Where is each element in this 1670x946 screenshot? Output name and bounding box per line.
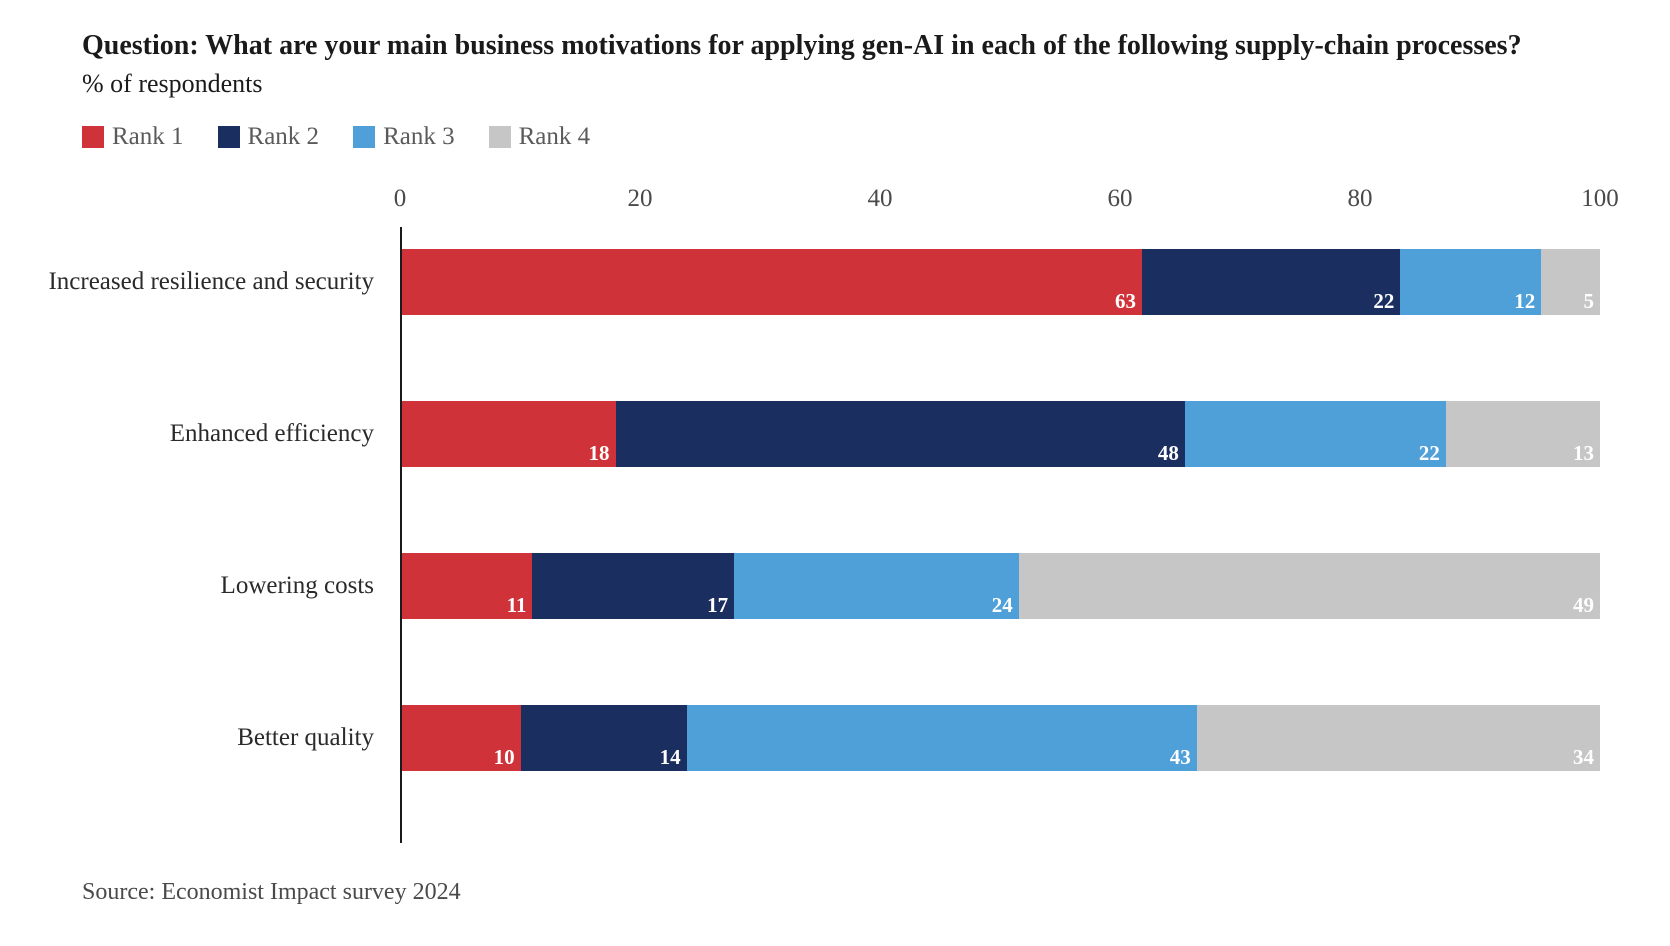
bar-segment: 24 <box>734 553 1019 619</box>
bar-row: 10 14 43 34 <box>402 705 1600 771</box>
legend-swatch <box>489 126 511 148</box>
x-axis: 020406080100 <box>400 185 1600 227</box>
bar-value-label: 22 <box>1419 443 1440 464</box>
category-label: Lowering costs <box>221 572 374 600</box>
chart-area: Increased resilience and securityEnhance… <box>82 185 1600 845</box>
bar-value-label: 13 <box>1573 443 1594 464</box>
bar-value-label: 18 <box>589 443 610 464</box>
x-tick: 80 <box>1348 185 1373 213</box>
bar-value-label: 63 <box>1115 291 1136 312</box>
bar-row: 63 22 12 5 <box>402 249 1600 315</box>
x-tick: 40 <box>868 185 893 213</box>
bar-value-label: 49 <box>1573 595 1594 616</box>
plot-body: 63 22 12 5 18 48 22 13 11 17 24 49 10 14 43 34 <box>400 227 1600 843</box>
x-tick: 100 <box>1581 185 1619 213</box>
legend-label: Rank 2 <box>248 123 320 151</box>
bar-value-label: 10 <box>494 747 515 768</box>
bar-segment: 12 <box>1400 249 1541 315</box>
legend-swatch <box>353 126 375 148</box>
bar-segment: 22 <box>1185 401 1446 467</box>
bar-value-label: 14 <box>660 747 681 768</box>
bar-value-label: 12 <box>1514 291 1535 312</box>
x-tick: 20 <box>628 185 653 213</box>
chart-subtitle: % of respondents <box>82 69 1600 99</box>
bar-row: 11 17 24 49 <box>402 553 1600 619</box>
bar-row: 18 48 22 13 <box>402 401 1600 467</box>
bar-segment: 49 <box>1019 553 1600 619</box>
legend-swatch <box>218 126 240 148</box>
bar-segment: 17 <box>532 553 734 619</box>
bar-segment: 34 <box>1197 705 1600 771</box>
plot: 020406080100 632212518482213111724491014… <box>400 185 1600 845</box>
bar-value-label: 48 <box>1158 443 1179 464</box>
y-axis-labels: Increased resilience and securityEnhance… <box>82 185 400 843</box>
bar-segment: 10 <box>402 705 521 771</box>
bar-value-label: 17 <box>707 595 728 616</box>
bar-segment: 5 <box>1541 249 1600 315</box>
x-tick: 0 <box>394 185 407 213</box>
bar-segment: 14 <box>521 705 687 771</box>
category-label: Increased resilience and security <box>48 268 374 296</box>
bar-value-label: 11 <box>507 595 527 616</box>
bar-segment: 11 <box>402 553 532 619</box>
legend-label: Rank 3 <box>383 123 455 151</box>
legend-item: Rank 4 <box>489 123 591 151</box>
source-note: Source: Economist Impact survey 2024 <box>82 879 1600 906</box>
bar-segment: 13 <box>1446 401 1600 467</box>
bar-segment: 43 <box>687 705 1197 771</box>
bar-value-label: 22 <box>1373 291 1394 312</box>
legend-item: Rank 2 <box>218 123 320 151</box>
category-label: Enhanced efficiency <box>170 420 374 448</box>
category-label: Better quality <box>237 724 374 752</box>
legend-label: Rank 1 <box>112 123 184 151</box>
legend-label: Rank 4 <box>519 123 591 151</box>
bar-segment: 18 <box>402 401 616 467</box>
bar-segment: 63 <box>402 249 1142 315</box>
legend: Rank 1 Rank 2 Rank 3 Rank 4 <box>82 123 1600 151</box>
bar-value-label: 43 <box>1170 747 1191 768</box>
legend-item: Rank 3 <box>353 123 455 151</box>
bar-segment: 48 <box>616 401 1185 467</box>
bar-value-label: 34 <box>1573 747 1594 768</box>
bar-segment: 22 <box>1142 249 1400 315</box>
chart-title: Question: What are your main business mo… <box>82 28 1600 63</box>
bar-value-label: 24 <box>992 595 1013 616</box>
x-tick: 60 <box>1108 185 1133 213</box>
bar-value-label: 5 <box>1584 291 1595 312</box>
chart-page: Question: What are your main business mo… <box>0 0 1670 946</box>
legend-swatch <box>82 126 104 148</box>
legend-item: Rank 1 <box>82 123 184 151</box>
